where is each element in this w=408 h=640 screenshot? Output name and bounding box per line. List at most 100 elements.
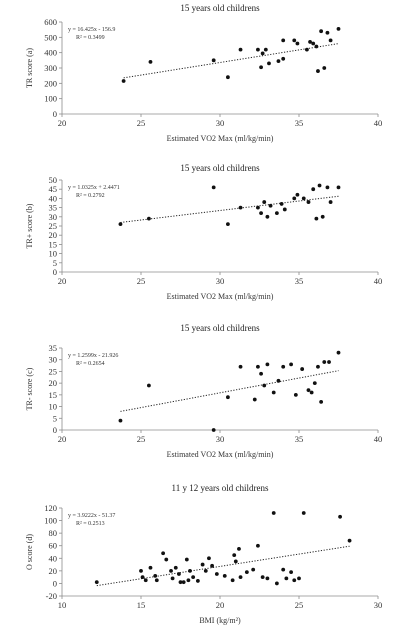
trendline xyxy=(120,370,339,412)
x-tick-label: 35 xyxy=(295,276,304,286)
data-point xyxy=(300,367,305,371)
data-point xyxy=(164,557,169,562)
data-point xyxy=(319,399,324,404)
data-point xyxy=(328,38,333,43)
data-point xyxy=(271,511,276,515)
x-tick-label: 20 xyxy=(58,434,67,444)
x-axis-label: Estimated VO2 Max (ml/kg/min) xyxy=(167,134,274,143)
data-point xyxy=(178,580,183,585)
y-tick-label: 100 xyxy=(44,94,57,104)
data-point xyxy=(265,576,270,581)
y-tick-label: 0 xyxy=(53,578,57,588)
data-point xyxy=(301,511,306,515)
trendline xyxy=(120,195,339,223)
data-point xyxy=(256,47,260,52)
trendline-equation: y = 16.425x - 156.9 xyxy=(68,27,115,33)
x-axis-label: Estimated VO2 Max (ml/kg/min) xyxy=(167,450,274,459)
y-tick-label: 300 xyxy=(44,63,57,73)
y-tick-label: 25 xyxy=(49,221,58,231)
data-point xyxy=(322,66,327,70)
data-point xyxy=(143,578,148,583)
y-tick-label: 400 xyxy=(44,48,57,58)
data-point xyxy=(308,40,312,44)
data-point xyxy=(292,578,297,583)
y-tick-label: 45 xyxy=(49,184,58,194)
data-point xyxy=(338,514,342,519)
x-tick-label: 25 xyxy=(137,434,146,444)
data-point xyxy=(207,556,211,561)
data-point xyxy=(188,568,192,573)
data-point xyxy=(316,364,320,369)
scatter-chart-4: 11 y 12 years old childrens 10 15 20 25 30 -20… xyxy=(25,483,382,625)
data-point xyxy=(184,557,189,562)
y-tick-label: 0 xyxy=(53,109,57,119)
y-tick-label: 10 xyxy=(49,249,58,259)
data-point xyxy=(244,570,249,575)
y-tick-label: 0 xyxy=(53,267,57,277)
y-tick-label: 80 xyxy=(49,528,58,538)
data-point xyxy=(347,538,352,543)
data-point xyxy=(289,570,293,575)
y-tick-label: 25 xyxy=(49,366,58,376)
data-point xyxy=(186,578,191,583)
y-tick-label: 50 xyxy=(49,175,58,185)
data-point xyxy=(312,381,317,386)
x-axis-label: BMI (kg/m²) xyxy=(199,616,241,625)
x-tick-label: 25 xyxy=(295,600,304,610)
data-point xyxy=(281,38,286,43)
data-point xyxy=(274,581,279,586)
data-point xyxy=(260,575,265,580)
y-axis-label: TR- score (c) xyxy=(25,367,34,410)
x-tick-label: 30 xyxy=(216,118,225,128)
data-point xyxy=(263,47,268,52)
y-tick-label: 35 xyxy=(49,203,58,213)
data-point xyxy=(230,578,235,583)
data-point xyxy=(328,200,333,204)
data-point xyxy=(317,183,322,188)
data-point xyxy=(259,371,263,376)
data-point xyxy=(262,200,267,204)
r-squared-label: R² = 0.2792 xyxy=(76,193,105,199)
data-point xyxy=(177,572,181,576)
data-point xyxy=(256,364,260,369)
y-tick-label: -20 xyxy=(46,591,57,601)
x-tick-label: 20 xyxy=(58,118,67,128)
data-point xyxy=(232,553,237,558)
data-point xyxy=(311,187,316,192)
data-point xyxy=(336,185,341,190)
data-point xyxy=(203,568,208,573)
data-point xyxy=(265,214,270,219)
y-axis-label: O score (d) xyxy=(25,534,34,570)
data-point xyxy=(295,192,300,197)
data-point xyxy=(118,418,123,423)
trendline-equation: y = 1.0325x + 2.4471 xyxy=(68,185,120,191)
data-point xyxy=(148,565,153,570)
x-tick-label: 30 xyxy=(216,276,225,286)
x-tick-label: 35 xyxy=(295,118,304,128)
y-tick-label: 10 xyxy=(49,402,58,412)
x-tick-label: 20 xyxy=(216,600,225,610)
y-tick-label: 5 xyxy=(53,258,57,268)
y-axis-label: TR score (a) xyxy=(25,48,34,88)
data-point xyxy=(259,211,263,216)
data-point xyxy=(210,563,215,568)
y-tick-label: 500 xyxy=(44,32,57,42)
trendline-equation: y = 1.2599x - 21.926 xyxy=(68,353,118,359)
data-point xyxy=(121,79,126,83)
data-point xyxy=(256,205,260,210)
data-point xyxy=(139,568,143,573)
y-tick-label: 200 xyxy=(44,78,57,88)
data-point xyxy=(238,47,243,52)
chart-title: 11 y 12 years old childrens xyxy=(172,483,269,493)
data-point xyxy=(314,44,319,49)
data-point xyxy=(148,59,153,64)
data-point xyxy=(222,573,227,578)
data-point xyxy=(282,207,287,212)
data-point xyxy=(276,59,281,63)
data-point xyxy=(226,395,230,400)
data-point xyxy=(281,567,286,572)
data-point xyxy=(301,196,306,201)
data-point xyxy=(325,185,330,190)
